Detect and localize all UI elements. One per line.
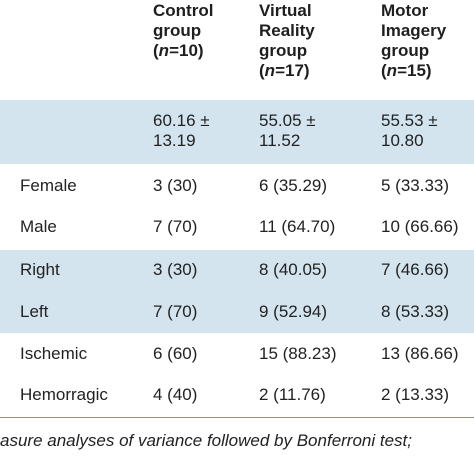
header-n: (n=10) [153,41,204,60]
table-header: Control group (n=10) Virtual Reality gro… [0,0,474,100]
table-cell: 11 (64.70) [259,217,336,236]
header-line: group [153,21,202,40]
header-line: group [381,41,430,60]
n-value: =17 [275,61,304,80]
table-cell: 13 (86.66) [381,344,459,363]
header-line: Virtual [259,1,312,20]
age-value-control: 60.16 ± 13.19 [153,111,210,151]
table-cell: 2 (13.33) [381,385,450,404]
age-value-virtual-reality: 55.05 ± 11.52 [259,111,316,151]
table-cell: 2 (11.76) [259,385,326,404]
value-line: 55.53 ± [381,111,438,130]
row-label: Ischemic [20,344,88,363]
header-line: Control [153,1,214,20]
header-line: Imagery [381,21,447,40]
n-label: n [264,61,276,80]
row-label: Left [20,302,49,321]
header-n: (n=15) [381,61,432,80]
table-cell: 8 (53.33) [381,302,450,321]
row-band-age [0,100,474,164]
row-label: Hemorragic [20,385,108,404]
table-footnote: asure analyses of variance followed by B… [0,431,413,450]
header-line: group [259,41,308,60]
table-cell: 7 (70) [153,302,198,321]
table-cell: 10 (66.66) [381,217,459,236]
n-value: =15 [397,61,426,80]
table-cell: 7 (46.66) [381,260,450,279]
column-header-virtual-reality: Virtual Reality group (n=17) [259,1,315,81]
table-cell: 9 (52.94) [259,302,328,321]
value-line: 13.19 [153,131,196,150]
header-line: Reality [259,21,315,40]
row-label: Female [20,176,77,195]
value-line: 10.80 [381,131,424,150]
column-header-control: Control group (n=10) [153,1,213,61]
n-label: n [158,41,170,60]
table-cell: 15 (88.23) [259,344,337,363]
table-cell: 6 (35.29) [259,176,328,195]
row-label: Right [20,260,60,279]
header-line: Motor [381,1,429,20]
table-cell: 4 (40) [153,385,198,404]
age-value-motor-imagery: 55.53 ± 10.80 [381,111,438,151]
value-line: 11.52 [259,131,301,150]
table-cell: 6 (60) [153,344,198,363]
table-cell: 7 (70) [153,217,198,236]
n-label: n [386,61,398,80]
table-cell: 3 (30) [153,176,198,195]
table-cell: 3 (30) [153,260,198,279]
column-header-motor-imagery: Motor Imagery group (n=15) [381,1,446,81]
row-label: Male [20,217,57,236]
table-bottom-rule [0,417,474,418]
n-value: =10 [169,41,198,60]
header-n: (n=17) [259,61,310,80]
value-line: 55.05 ± [259,111,316,130]
value-line: 60.16 ± [153,111,210,130]
row-band-laterality [0,250,474,333]
table-cell: 8 (40.05) [259,260,328,279]
table-cell: 5 (33.33) [381,176,450,195]
